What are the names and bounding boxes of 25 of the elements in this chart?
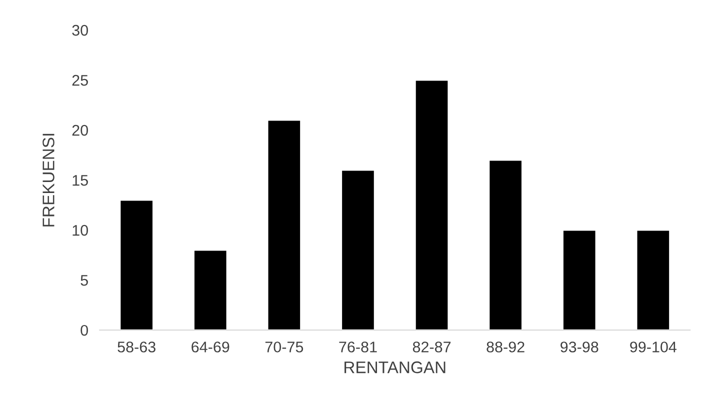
y-tick-label: 25 [72, 74, 88, 86]
y-axis-title: FREKUENSI [42, 134, 54, 226]
x-tick-label: 82-87 [412, 342, 451, 352]
y-tick-label: 0 [80, 324, 88, 336]
bar [340, 169, 376, 330]
bar [562, 229, 597, 330]
x-tick-label: 76-81 [339, 342, 377, 352]
y-tick-label: 20 [72, 124, 88, 136]
bar [636, 229, 670, 330]
y-tick-label: 10 [72, 224, 88, 236]
x-axis-title: RENTANGAN [344, 361, 446, 374]
y-tick-label: 5 [80, 275, 88, 286]
y-tick-label: 30 [72, 24, 88, 36]
y-tick-label: 15 [72, 175, 88, 186]
x-tick-label: 58-63 [118, 342, 156, 352]
bar [488, 159, 523, 330]
bar [266, 119, 302, 330]
bar [119, 199, 154, 330]
x-tick-label: 88-92 [486, 342, 524, 352]
bar [414, 79, 450, 330]
bar [193, 249, 228, 330]
x-tick-label: 99-104 [630, 342, 677, 352]
x-tick-label: 93-98 [560, 342, 598, 352]
x-tick-label: 64-69 [192, 342, 230, 352]
x-tick-label: 70-75 [265, 342, 304, 352]
